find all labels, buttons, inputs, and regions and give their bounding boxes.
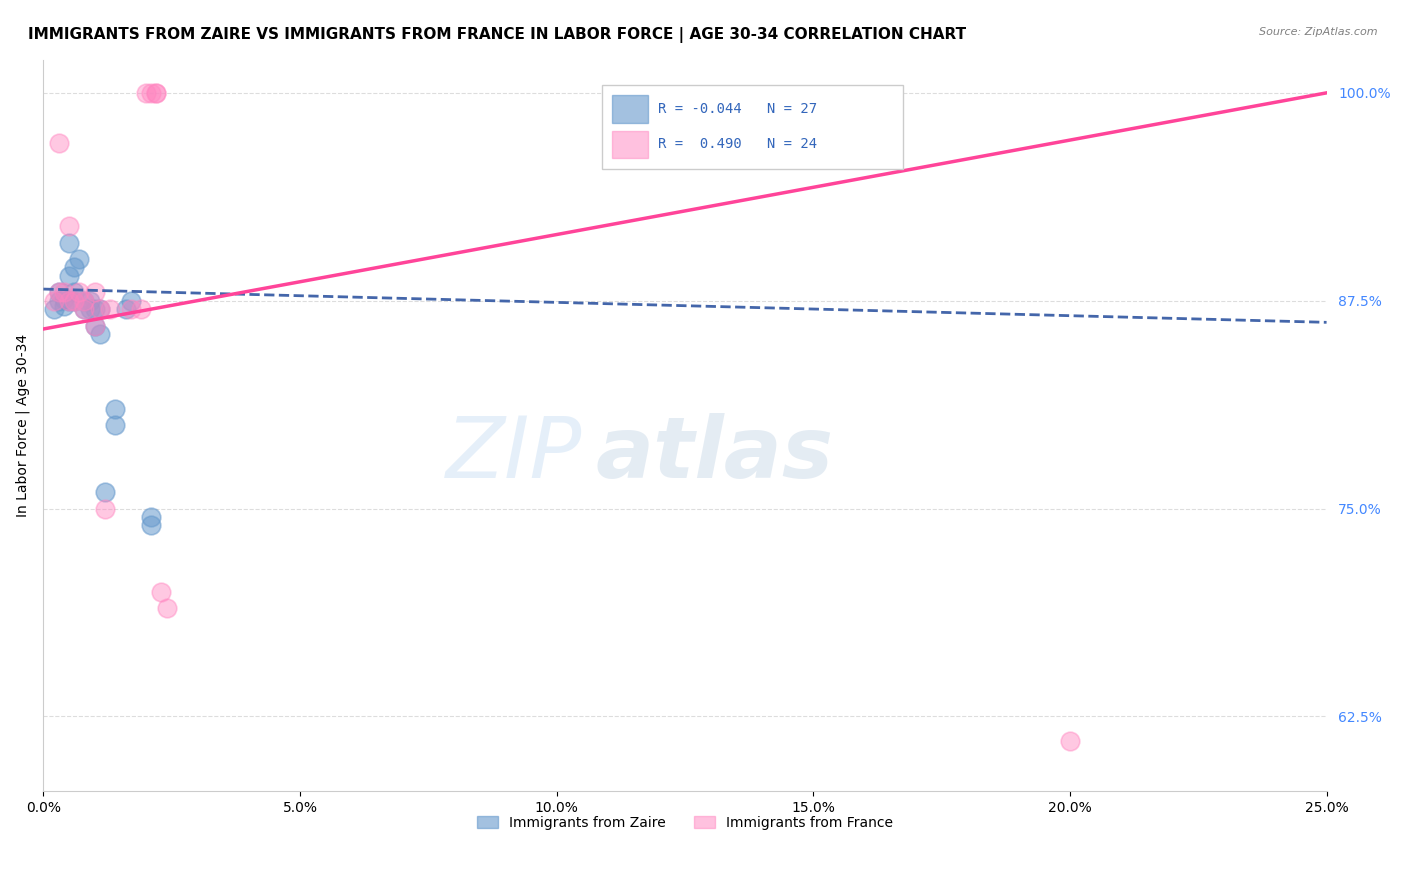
Immigrants from Zaire bbox=[104, 401, 127, 416]
Immigrants from Zaire bbox=[89, 301, 111, 316]
Immigrants from France bbox=[120, 301, 142, 316]
Immigrants from Zaire bbox=[89, 326, 111, 341]
Legend: Immigrants from Zaire, Immigrants from France: Immigrants from Zaire, Immigrants from F… bbox=[472, 811, 898, 836]
Immigrants from France bbox=[129, 301, 152, 316]
Immigrants from Zaire bbox=[58, 268, 80, 283]
Immigrants from Zaire bbox=[83, 318, 105, 333]
Text: R = -0.044   N = 27: R = -0.044 N = 27 bbox=[658, 103, 817, 116]
Immigrants from Zaire bbox=[79, 293, 101, 308]
Immigrants from France bbox=[83, 285, 105, 300]
Immigrants from France bbox=[94, 501, 117, 516]
Immigrants from France bbox=[145, 86, 167, 100]
Text: Source: ZipAtlas.com: Source: ZipAtlas.com bbox=[1260, 27, 1378, 37]
Immigrants from France bbox=[145, 86, 167, 100]
Immigrants from France bbox=[150, 584, 173, 599]
Immigrants from France bbox=[83, 318, 105, 333]
Immigrants from France bbox=[155, 601, 177, 615]
Immigrants from France bbox=[89, 301, 111, 316]
Immigrants from France bbox=[48, 136, 70, 150]
Immigrants from Zaire bbox=[42, 301, 65, 316]
Immigrants from Zaire bbox=[83, 301, 105, 316]
Text: ZIP: ZIP bbox=[446, 413, 582, 496]
FancyBboxPatch shape bbox=[602, 86, 903, 169]
Immigrants from Zaire bbox=[58, 293, 80, 308]
Immigrants from Zaire bbox=[120, 293, 142, 308]
Immigrants from France bbox=[58, 219, 80, 233]
Text: atlas: atlas bbox=[595, 413, 834, 496]
Immigrants from Zaire bbox=[73, 301, 96, 316]
Immigrants from France bbox=[135, 86, 157, 100]
Immigrants from Zaire bbox=[52, 292, 75, 306]
Immigrants from Zaire bbox=[73, 293, 96, 308]
Immigrants from Zaire bbox=[141, 518, 163, 533]
Immigrants from Zaire bbox=[141, 509, 163, 524]
Immigrants from Zaire bbox=[63, 260, 86, 275]
FancyBboxPatch shape bbox=[612, 130, 648, 159]
Immigrants from Zaire bbox=[58, 235, 80, 250]
Immigrants from Zaire bbox=[63, 285, 86, 300]
Immigrants from France bbox=[141, 86, 163, 100]
Immigrants from Zaire bbox=[94, 485, 117, 500]
Immigrants from France bbox=[98, 301, 121, 316]
Immigrants from France bbox=[63, 293, 86, 308]
Immigrants from France bbox=[1059, 734, 1081, 748]
Immigrants from France bbox=[52, 285, 75, 300]
Immigrants from Zaire bbox=[104, 418, 127, 433]
Immigrants from Zaire bbox=[114, 301, 136, 316]
Immigrants from France bbox=[48, 285, 70, 300]
Immigrants from Zaire bbox=[52, 299, 75, 313]
Text: R =  0.490   N = 24: R = 0.490 N = 24 bbox=[658, 137, 817, 152]
Immigrants from Zaire bbox=[67, 252, 90, 267]
Immigrants from Zaire bbox=[48, 293, 70, 308]
Immigrants from France bbox=[67, 285, 90, 300]
Immigrants from France bbox=[73, 293, 96, 308]
FancyBboxPatch shape bbox=[612, 95, 648, 123]
Immigrants from France bbox=[58, 293, 80, 308]
Immigrants from France bbox=[42, 293, 65, 308]
Y-axis label: In Labor Force | Age 30-34: In Labor Force | Age 30-34 bbox=[15, 334, 30, 517]
Immigrants from Zaire bbox=[48, 285, 70, 300]
Immigrants from Zaire bbox=[63, 293, 86, 308]
Text: IMMIGRANTS FROM ZAIRE VS IMMIGRANTS FROM FRANCE IN LABOR FORCE | AGE 30-34 CORRE: IMMIGRANTS FROM ZAIRE VS IMMIGRANTS FROM… bbox=[28, 27, 966, 43]
Immigrants from Zaire bbox=[79, 301, 101, 316]
Immigrants from France bbox=[73, 301, 96, 316]
